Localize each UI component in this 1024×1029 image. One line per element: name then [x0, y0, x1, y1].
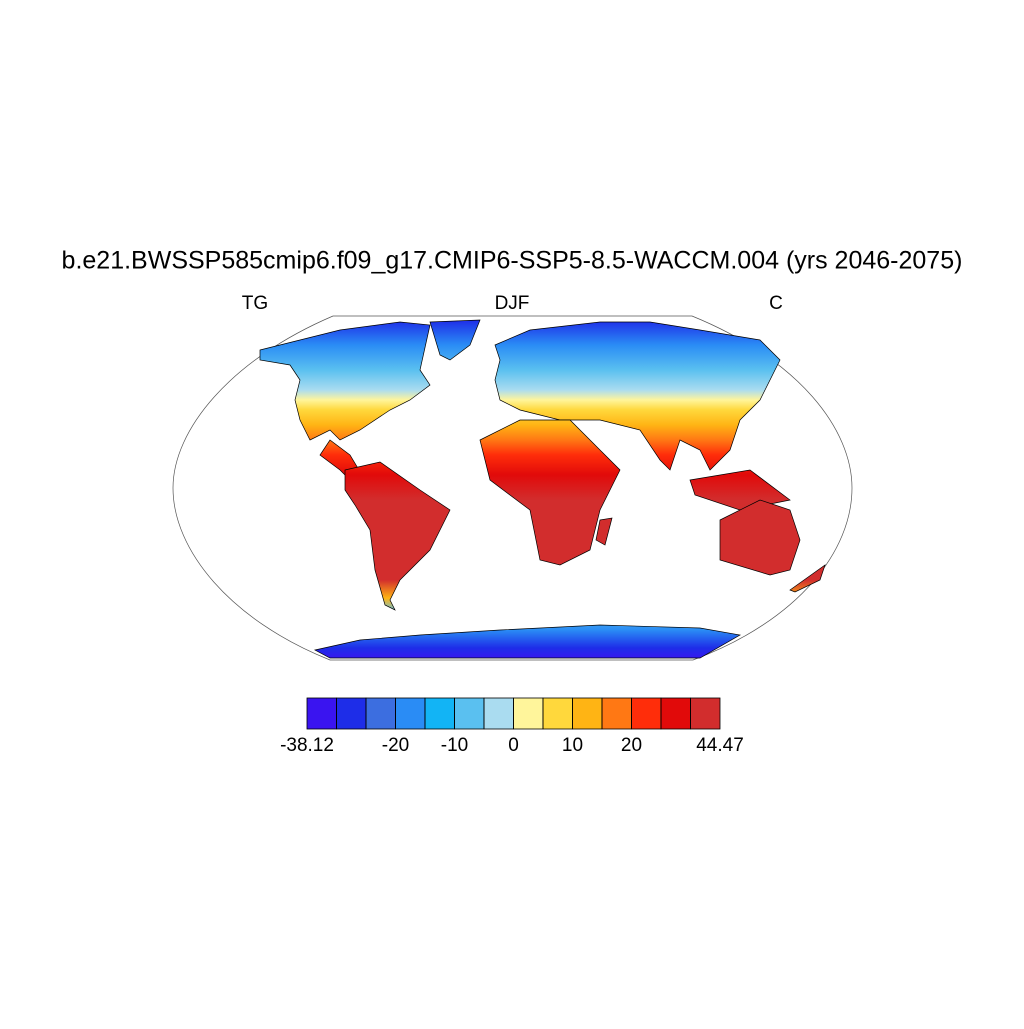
colorbar-box — [424, 697, 455, 730]
left-subtitle: TG — [242, 293, 268, 314]
madagascar — [595, 517, 613, 546]
south-america — [344, 461, 451, 611]
colorbar-tick-label: 10 — [562, 735, 583, 756]
colorbar-box — [542, 697, 573, 730]
colorbar-box — [395, 697, 426, 730]
colorbar-box — [690, 697, 721, 730]
colorbar-box — [483, 697, 514, 730]
colorbar-box — [336, 697, 367, 730]
title: b.e21.BWSSP585cmip6.f09_g17.CMIP6-SSP5-8… — [62, 247, 963, 275]
colorbar-box — [631, 697, 662, 730]
antarctica — [314, 624, 742, 659]
colorbar-box — [572, 697, 603, 730]
colorbar-tick-label: 0 — [508, 735, 519, 756]
colorbar-min-label: -38.12 — [280, 735, 334, 756]
colorbar-box — [601, 697, 632, 730]
colorbar-box — [365, 697, 396, 730]
colorbar-tick-label: -10 — [441, 735, 468, 756]
colorbar-tick-label: -20 — [382, 735, 409, 756]
right-subtitle: C — [769, 293, 783, 314]
greenland — [429, 319, 481, 361]
colorbar: -38.12 44.47 -20 -10 0 10 20 — [280, 697, 744, 756]
australia — [719, 499, 801, 576]
africa — [479, 419, 621, 566]
colorbar-tick-label: 20 — [621, 735, 642, 756]
colorbar-box — [660, 697, 691, 730]
colorbar-box — [306, 697, 337, 730]
map — [172, 315, 853, 661]
colorbar-max-label: 44.47 — [696, 735, 744, 756]
north-america — [259, 321, 431, 441]
eurasia — [494, 321, 781, 471]
center-subtitle: DJF — [495, 293, 530, 314]
colorbar-box — [513, 697, 544, 730]
colorbar-box — [454, 697, 485, 730]
new-zealand — [789, 564, 826, 593]
